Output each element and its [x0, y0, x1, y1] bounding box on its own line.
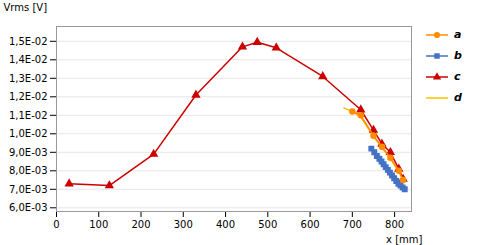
svg-text:100: 100 [89, 219, 108, 230]
svg-text:400: 400 [216, 219, 235, 230]
svg-text:6,0E-03: 6,0E-03 [9, 202, 48, 213]
svg-text:1,5E-02: 1,5E-02 [9, 36, 48, 47]
svg-text:0: 0 [53, 219, 59, 230]
svg-text:1,4E-02: 1,4E-02 [9, 54, 48, 65]
svg-text:9,0E-03: 9,0E-03 [9, 147, 48, 158]
svg-text:500: 500 [258, 219, 277, 230]
svg-text:7,0E-03: 7,0E-03 [9, 184, 48, 195]
html-text:d: d [454, 91, 462, 104]
svg-text:1,1E-02: 1,1E-02 [9, 110, 48, 121]
svg-text:1,0E-02: 1,0E-02 [9, 128, 48, 139]
svg-text:1,3E-02: 1,3E-02 [9, 73, 48, 84]
html-text:a: a [454, 28, 462, 41]
svg-text:300: 300 [174, 219, 193, 230]
svg-text:1,2E-02: 1,2E-02 [9, 91, 48, 102]
svg-text:Vrms [V]: Vrms [V] [4, 2, 48, 13]
svg-text:8,0E-03: 8,0E-03 [9, 165, 48, 176]
svg-text:800: 800 [385, 219, 404, 230]
svg-text:600: 600 [301, 219, 320, 230]
svg-text:700: 700 [343, 219, 362, 230]
svg-text:200: 200 [131, 219, 150, 230]
svg-text:x [mm]: x [mm] [386, 234, 422, 245]
html-text:b: b [454, 49, 462, 62]
html-text:c: c [454, 70, 461, 83]
